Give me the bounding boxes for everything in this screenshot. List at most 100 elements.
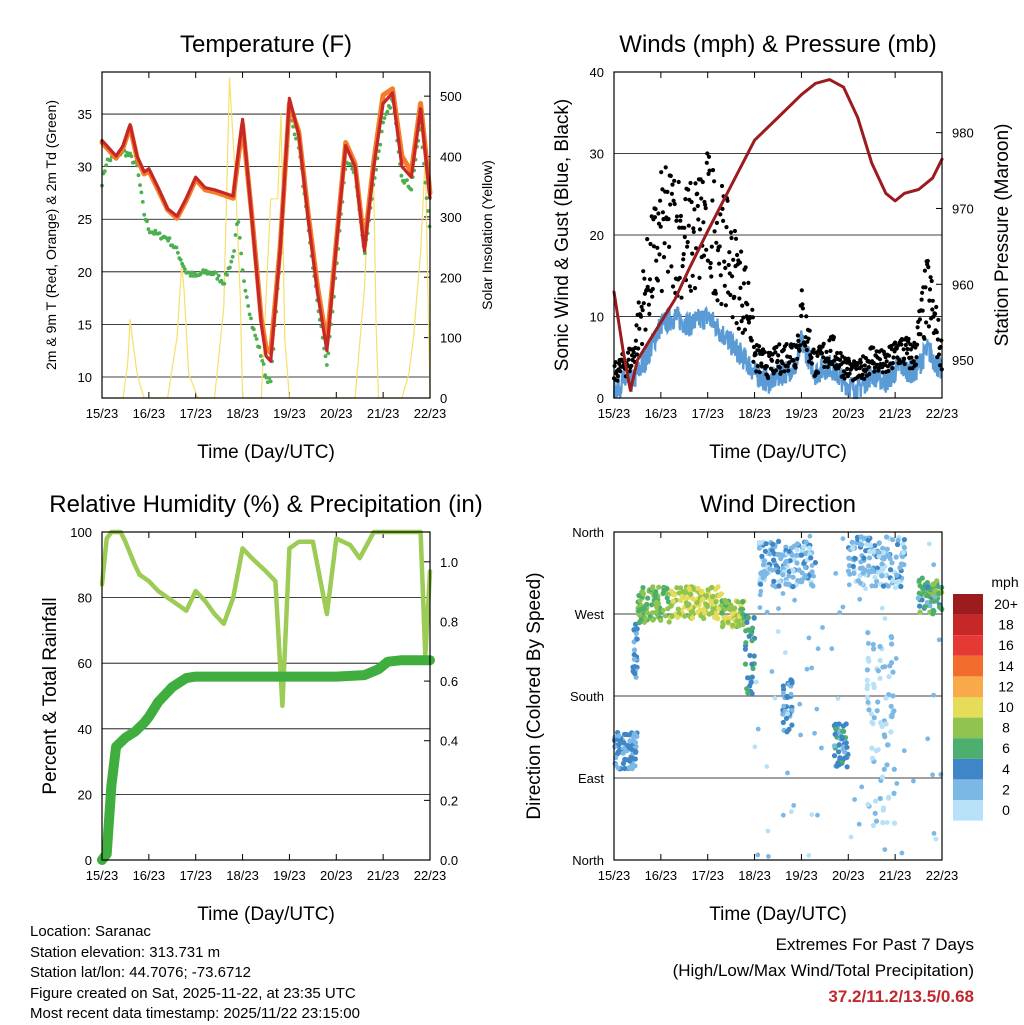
gust-point xyxy=(636,346,641,351)
gust-point xyxy=(902,361,907,367)
x-tick-label: 22/23 xyxy=(926,868,959,883)
direction-point xyxy=(742,646,749,652)
direction-point xyxy=(840,723,847,729)
gust-point xyxy=(680,264,685,269)
legend-swatch xyxy=(953,655,983,677)
direction-point xyxy=(747,652,753,659)
gust-point xyxy=(720,206,725,211)
direction-point xyxy=(886,674,892,680)
direction-point xyxy=(689,615,696,621)
direction-point xyxy=(829,646,835,652)
direction-point xyxy=(634,636,640,642)
direction-point xyxy=(852,555,858,561)
gust-point xyxy=(858,360,863,365)
direction-point xyxy=(725,619,731,625)
direction-point xyxy=(886,552,892,558)
direction-point xyxy=(790,567,796,574)
dewpoint-point xyxy=(323,354,328,359)
gust-point xyxy=(705,151,710,156)
direction-point xyxy=(636,593,642,599)
dewpoint-point xyxy=(140,200,145,204)
y-tick-label: 10 xyxy=(78,370,92,385)
gust-point xyxy=(697,275,702,280)
gust-point xyxy=(911,359,916,364)
gust-point xyxy=(821,341,826,346)
direction-point xyxy=(812,560,819,566)
direction-point xyxy=(868,711,875,717)
direction-point xyxy=(783,650,788,655)
legend-label: 20+ xyxy=(994,596,1018,612)
gust-point xyxy=(815,353,820,358)
direction-point xyxy=(658,617,664,623)
gust-point xyxy=(699,196,704,201)
direction-point xyxy=(632,671,638,677)
gust-point xyxy=(866,365,871,370)
direction-point xyxy=(780,690,786,696)
y-tick-label: 30 xyxy=(590,147,604,162)
gust-point xyxy=(721,218,726,223)
gust-point xyxy=(727,271,732,276)
direction-point xyxy=(839,734,845,740)
gust-point xyxy=(719,183,725,189)
x-tick-label: 22/23 xyxy=(414,406,447,421)
gust-point xyxy=(655,245,660,250)
gust-point xyxy=(922,336,927,341)
dewpoint-point xyxy=(240,268,245,273)
gust-point xyxy=(745,302,750,307)
y2-tick-label: 0.2 xyxy=(440,793,458,808)
direction-point xyxy=(662,613,668,619)
x-tick-label: 22/23 xyxy=(414,868,447,883)
legend-label: 16 xyxy=(998,637,1014,653)
direction-point xyxy=(640,585,646,591)
gust-point xyxy=(737,296,742,301)
gust-point xyxy=(618,369,623,374)
dewpoint-point xyxy=(153,228,158,233)
gust-point xyxy=(681,252,686,257)
y2-tick-label: 1.0 xyxy=(440,555,458,570)
direction-point xyxy=(730,611,736,617)
direction-point xyxy=(765,828,771,834)
x-tick-label: 17/23 xyxy=(691,868,724,883)
direction-point xyxy=(790,574,796,580)
direction-point xyxy=(781,703,787,709)
info-latlon: Station lat/lon: 44.7076; -73.6712 xyxy=(30,964,252,981)
x-tick-label: 15/23 xyxy=(598,406,631,421)
gust-point xyxy=(634,323,639,328)
gust-point xyxy=(737,260,743,265)
dewpoint-point xyxy=(292,132,297,137)
gust-point xyxy=(890,366,895,371)
direction-point xyxy=(650,617,656,623)
direction-point xyxy=(837,755,843,761)
gust-point xyxy=(828,348,833,353)
gust-point xyxy=(695,191,700,196)
x-axis-label: Time (Day/UTC) xyxy=(197,442,335,463)
direction-point xyxy=(811,573,816,579)
gust-point xyxy=(754,369,759,374)
direction-point xyxy=(650,585,656,591)
legend-swatch xyxy=(953,676,983,697)
gust-point xyxy=(777,342,782,347)
gust-point xyxy=(743,265,748,270)
direction-point xyxy=(644,610,650,616)
direction-point xyxy=(874,708,880,714)
dewpoint-point xyxy=(268,379,273,384)
gust-point xyxy=(774,344,779,350)
gust-point xyxy=(922,268,928,273)
dewpoint-point xyxy=(246,304,251,308)
gust-point xyxy=(811,347,816,352)
gust-point xyxy=(933,311,938,316)
humidity-panel: Relative Humidity (%) & Precipitation (i… xyxy=(40,491,483,925)
gust-point xyxy=(650,286,655,292)
direction-point xyxy=(771,578,777,584)
dewpoint-point xyxy=(157,231,162,236)
direction-point xyxy=(751,615,757,621)
gust-point xyxy=(930,298,935,303)
gust-point xyxy=(925,258,930,264)
direction-point xyxy=(924,593,930,599)
gust-point xyxy=(740,330,745,335)
gust-point xyxy=(755,364,761,369)
direction-point xyxy=(875,668,882,674)
direction-point xyxy=(865,630,871,636)
dewpoint-point xyxy=(348,162,353,167)
direction-point xyxy=(815,812,820,818)
